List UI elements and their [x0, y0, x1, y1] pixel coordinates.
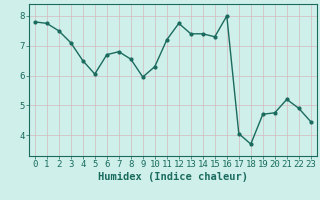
- X-axis label: Humidex (Indice chaleur): Humidex (Indice chaleur): [98, 172, 248, 182]
